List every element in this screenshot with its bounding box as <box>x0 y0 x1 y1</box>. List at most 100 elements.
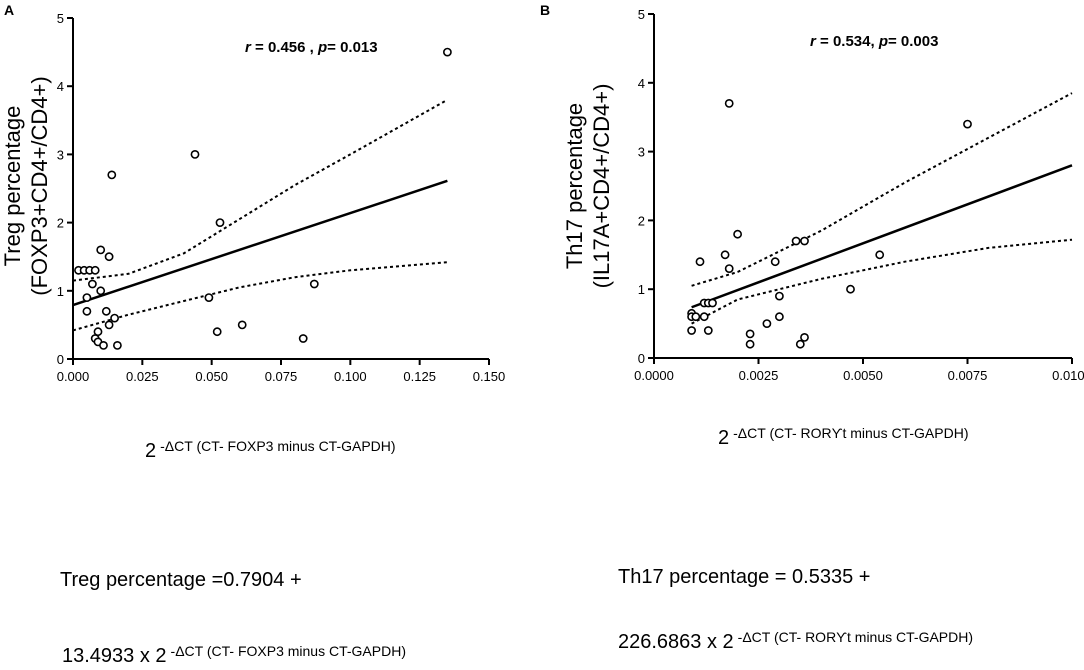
x-tick-label: 0.0075 <box>948 368 988 383</box>
fit-line-b <box>691 164 1073 309</box>
data-point <box>104 252 114 262</box>
y-tick-label: 5 <box>57 11 64 26</box>
data-point <box>107 170 117 180</box>
data-point <box>442 47 452 57</box>
panel-label-a: A <box>4 2 14 18</box>
data-point <box>770 257 780 267</box>
x-tick-label: 0.075 <box>265 369 298 384</box>
x-tick-label: 0.0025 <box>739 368 779 383</box>
data-point <box>298 334 308 343</box>
y-axis-title-a-line1: Treg percentage <box>0 106 25 267</box>
axes-b: 0 1 2 3 4 5 0.0000 0.0025 0.0050 0.0075 0.0100 <box>634 7 1084 383</box>
data-point <box>101 306 111 316</box>
x-tick-label: 0.0050 <box>843 368 883 383</box>
data-point <box>775 291 784 301</box>
data-point <box>104 320 114 330</box>
y-tick-label: 1 <box>638 282 645 297</box>
data-point <box>82 306 92 316</box>
data-point <box>724 99 734 108</box>
x-tick-label: 0.0100 <box>1052 368 1084 383</box>
data-point <box>113 340 122 350</box>
ci-upper-line-b <box>691 92 1073 287</box>
ci-lower-line-a <box>72 261 448 332</box>
data-point <box>82 293 92 302</box>
data-point <box>190 149 200 159</box>
data-points-b <box>687 99 972 349</box>
equation-b-line2: 226.6863 x 2 -ΔCT (CT- RORϒt minus CT-GAP… <box>618 629 973 653</box>
data-point <box>212 327 222 337</box>
regression-line-a <box>72 179 448 307</box>
data-point <box>724 264 734 273</box>
y-axis-title-b-line1: Th17 percentage <box>562 103 587 269</box>
data-point <box>96 286 106 296</box>
x-tick-label: 0.150 <box>473 369 506 384</box>
x-tick-label: 0.100 <box>334 369 367 384</box>
fit-line-a <box>72 179 448 307</box>
data-point <box>745 329 755 339</box>
data-point <box>703 326 713 335</box>
data-point <box>775 312 784 322</box>
x-tick-label: 0.050 <box>195 369 228 384</box>
panel-label-b: B <box>540 2 550 18</box>
data-point <box>204 293 214 302</box>
data-point <box>708 298 717 308</box>
x-tick-label: 0.000 <box>57 369 90 384</box>
data-points-a <box>74 47 452 350</box>
data-point <box>215 218 225 227</box>
y-tick-label: 2 <box>638 213 645 228</box>
data-point <box>800 332 809 342</box>
y-tick-label: 5 <box>638 7 645 22</box>
data-point <box>963 119 972 129</box>
y-tick-label: 3 <box>57 147 64 162</box>
data-point <box>309 279 319 289</box>
regression-line-b <box>691 164 1073 309</box>
ci-lower-line-b <box>691 238 1073 325</box>
data-point <box>745 339 755 349</box>
data-point <box>846 284 855 294</box>
data-point <box>762 319 772 328</box>
data-point <box>791 236 801 246</box>
x-axis-title-b: 2 -ΔCT (CT- RORϒt minus CT-GAPDH) <box>718 425 968 449</box>
correlation-annotation-a: r = 0.456 , p= 0.013 <box>245 39 378 56</box>
equation-a-line2: 13.4933 x 2 -ΔCT (CT- FOXP3 minus CT-GAPD… <box>62 643 406 667</box>
data-point <box>720 250 730 260</box>
y-axis-title-b-line2: (IL17A+CD4+/CD4+) <box>589 84 614 289</box>
y-tick-label: 4 <box>638 76 645 91</box>
data-point <box>695 257 705 267</box>
y-tick-label: 3 <box>638 145 645 160</box>
data-point <box>96 245 106 255</box>
data-point <box>88 279 97 289</box>
confidence-band-b <box>691 92 1073 325</box>
y-tick-label: 0 <box>638 351 645 366</box>
data-point <box>93 327 103 337</box>
data-point <box>699 312 709 322</box>
data-point <box>237 320 247 330</box>
y-axis-title-a-line2: (FOXP3+CD4+/CD4+) <box>27 76 52 295</box>
y-tick-label: 0 <box>57 352 64 367</box>
x-tick-label: 0.0000 <box>634 368 674 383</box>
equation-b-line1: Th17 percentage = 0.5335 + <box>618 566 870 588</box>
confidence-band-a <box>72 98 448 332</box>
y-tick-label: 2 <box>57 216 64 231</box>
data-point <box>733 229 742 239</box>
x-axis-title-a: 2 -ΔCT (CT- FOXP3 minus CT-GAPDH) <box>145 438 396 462</box>
y-tick-label: 1 <box>57 284 64 299</box>
x-tick-label: 0.025 <box>126 369 159 384</box>
y-tick-label: 4 <box>57 79 64 94</box>
data-point <box>687 326 696 335</box>
data-point <box>691 312 701 322</box>
data-point <box>90 265 100 275</box>
data-point <box>110 313 119 323</box>
axes-a: 0 1 2 3 4 5 0.000 0.025 0.050 0.075 0.100 0.125 0.15… <box>57 11 506 384</box>
data-point <box>795 339 805 349</box>
data-point <box>875 250 885 260</box>
ci-upper-line-a <box>72 98 448 282</box>
correlation-annotation-b: r = 0.534, p= 0.003 <box>810 33 938 50</box>
chart-panel-b: B Th17 percentage (IL17A+CD4+/CD4+) 0 1 2 3… <box>540 2 1084 449</box>
chart-panel-a: A Treg percentage (FOXP3+CD4+/CD4+) 0 1 2 3… <box>0 2 505 462</box>
x-tick-label: 0.125 <box>403 369 436 384</box>
data-point <box>800 236 809 246</box>
equation-a-line1: Treg percentage =0.7904 + <box>60 569 302 591</box>
data-point <box>99 340 108 350</box>
